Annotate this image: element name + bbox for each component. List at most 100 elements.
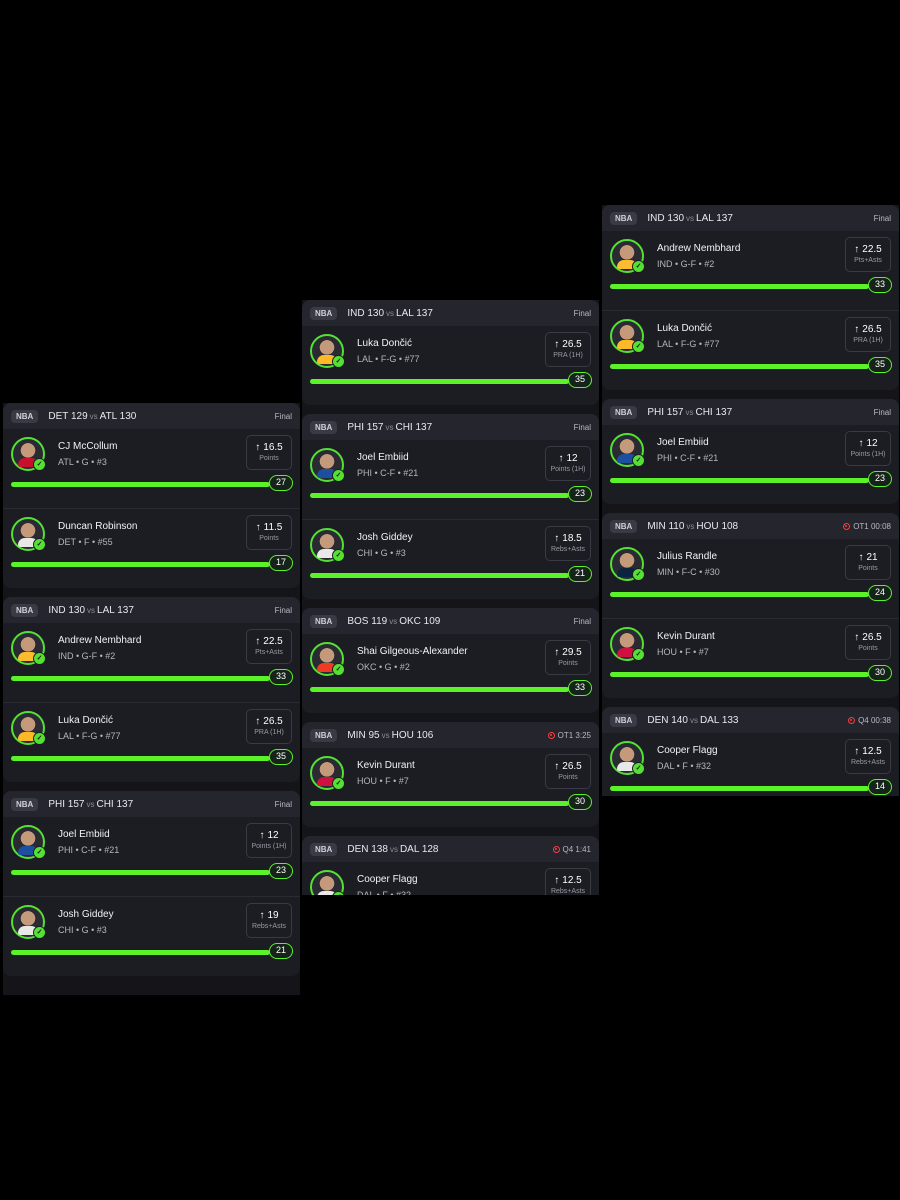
actual-stat-badge: 23: [868, 471, 892, 487]
game-card[interactable]: NBA PHI 157 vs CHI 137 Final ✓ Joel Embiid PHI …: [602, 399, 899, 504]
projection-box[interactable]: ↑ 29.5 Points: [545, 640, 591, 675]
projection-box[interactable]: ↑ 22.5 Pts+Asts: [845, 237, 891, 272]
jersey-shape: [317, 469, 337, 478]
projection-box[interactable]: ↑ 26.5 Points: [545, 754, 591, 789]
game-card[interactable]: NBA IND 130 vs LAL 137 Final ✓ Luka Dončić LAL …: [302, 300, 599, 405]
away-team: DEN: [647, 714, 669, 726]
projection-box[interactable]: ↑ 26.5 PRA (1H): [845, 317, 891, 352]
projection-box[interactable]: ↑ 26.5 PRA (1H): [246, 709, 292, 744]
vs-label: vs: [385, 422, 394, 432]
away-score: 129: [70, 410, 88, 422]
projection-box[interactable]: ↑ 12 Points (1H): [246, 823, 292, 858]
game-status: Q4 1:41: [552, 845, 591, 854]
game-card[interactable]: NBA BOS 119 vs OKC 109 Final ✓ Shai Gilgeous-A…: [302, 608, 599, 713]
projection-box[interactable]: ↑ 12.5 Rebs+Asts: [545, 868, 591, 895]
pick-row[interactable]: ✓ Joel Embiid PHI • C-F • #21 ↑ 12 Points (1H…: [3, 817, 300, 897]
pick-row[interactable]: ✓ Joel Embiid PHI • C-F • #21 ↑ 12 Points (1H…: [602, 425, 899, 504]
pick-row[interactable]: ✓ Shai Gilgeous-Alexander OKC • G • #2 ↑ 29.…: [302, 634, 599, 713]
progress-bar: [11, 756, 270, 761]
arrow-up-icon: ↑: [259, 910, 265, 921]
pick-row[interactable]: ✓ CJ McCollum ATL • G • #3 ↑ 16.5 Points 27: [3, 429, 300, 509]
pick-row[interactable]: ✓ Kevin Durant HOU • F • #7 ↑ 26.5 Points 30: [302, 748, 599, 827]
projection-box[interactable]: ↑ 18.5 Rebs+Asts: [545, 526, 591, 561]
pick-row[interactable]: ✓ Josh Giddey CHI • G • #3 ↑ 19 Rebs+Asts 21: [3, 897, 300, 976]
away-team: IND: [647, 212, 665, 224]
pick-row[interactable]: ✓ Julius Randle MIN • F-C • #30 ↑ 21 Points 24: [602, 539, 899, 619]
progress-fill: [310, 687, 569, 692]
check-icon: ✓: [33, 926, 46, 939]
home-score: 137: [715, 406, 733, 418]
pick-row[interactable]: ✓ Kevin Durant HOU • F • #7 ↑ 26.5 Points 30: [602, 619, 899, 698]
game-card[interactable]: NBA MIN 95 vs HOU 106 OT1 3:25 ✓ Kevin Durant H…: [302, 722, 599, 827]
pick-row[interactable]: ✓ Luka Dončić LAL • F-G • #77 ↑ 26.5 PRA (1H)…: [3, 703, 300, 782]
game-card[interactable]: NBA DEN 140 vs DAL 133 Q4 00:38 ✓ Cooper Flagg…: [602, 707, 899, 796]
matchup: PHI 157 vs CHI 137: [347, 422, 432, 433]
projection-box[interactable]: ↑ 19 Rebs+Asts: [246, 903, 292, 938]
game-card[interactable]: NBA MIN 110 vs HOU 108 OT1 00:08 ✓ Julius Rand…: [602, 513, 899, 698]
pick-row[interactable]: ✓ Josh Giddey CHI • G • #3 ↑ 18.5 Rebs+Asts 21: [302, 520, 599, 599]
line-value: 19: [267, 910, 279, 921]
progress-fill: [310, 379, 569, 384]
projection-box[interactable]: ↑ 11.5 Points: [246, 515, 292, 550]
game-card[interactable]: NBA IND 130 vs LAL 137 Final ✓ Andrew Nembhard…: [3, 597, 300, 782]
game-card[interactable]: NBA PHI 157 vs CHI 137 Final ✓ Joel Embiid PHI …: [302, 414, 599, 599]
game-card[interactable]: NBA DET 129 vs ATL 130 Final ✓ CJ McCollum ATL …: [3, 403, 300, 588]
jersey-shape: [18, 538, 38, 547]
player-info: LAL • F-G • #77: [357, 354, 420, 364]
away-team: PHI: [647, 406, 665, 418]
actual-stat-badge: 33: [269, 669, 293, 685]
game-card[interactable]: NBA PHI 157 vs CHI 137 Final ✓ Joel Embiid PHI …: [3, 791, 300, 976]
league-badge: NBA: [310, 614, 338, 628]
home-score: 130: [119, 410, 137, 422]
player-name: Luka Dončić: [58, 715, 114, 726]
stat-type: PRA (1H): [853, 337, 883, 344]
player-avatar: ✓: [610, 627, 645, 661]
arrow-up-icon: ↑: [554, 533, 560, 544]
status-text: Final: [274, 605, 292, 615]
player-name: Luka Dončić: [657, 323, 713, 334]
line-value: 12: [267, 830, 279, 841]
status-text: Final: [573, 422, 591, 432]
jersey-shape: [18, 458, 38, 467]
pick-row[interactable]: ✓ Cooper Flagg DAL • F • #32 ↑ 12.5 Rebs+Asts…: [602, 733, 899, 796]
projection-box[interactable]: ↑ 12.5 Rebs+Asts: [845, 739, 891, 774]
pick-row[interactable]: ✓ Andrew Nembhard IND • G-F • #2 ↑ 22.5 Pts+A…: [602, 231, 899, 311]
projection-line: ↑ 26.5: [247, 716, 291, 727]
away-score: 130: [68, 604, 86, 616]
projection-box[interactable]: ↑ 26.5 PRA (1H): [545, 332, 591, 367]
pick-row[interactable]: ✓ Andrew Nembhard IND • G-F • #2 ↑ 22.5 Pts+A…: [3, 623, 300, 703]
projection-line: ↑ 12: [546, 453, 590, 464]
stat-type: Points (1H): [850, 451, 886, 458]
projection-box[interactable]: ↑ 22.5 Pts+Asts: [246, 629, 292, 664]
vs-label: vs: [389, 616, 398, 626]
league-badge: NBA: [610, 211, 638, 225]
check-icon: ✓: [632, 762, 645, 775]
pick-row[interactable]: ✓ Joel Embiid PHI • C-F • #21 ↑ 12 Points (1H…: [302, 440, 599, 520]
projection-box[interactable]: ↑ 12 Points (1H): [545, 446, 591, 481]
player-avatar: ✓: [310, 870, 345, 895]
projection-box[interactable]: ↑ 12 Points (1H): [845, 431, 891, 466]
projection-box[interactable]: ↑ 26.5 Points: [845, 625, 891, 660]
game-card[interactable]: NBA IND 130 vs LAL 137 Final ✓ Andrew Nembhard…: [602, 205, 899, 390]
pick-row[interactable]: ✓ Cooper Flagg DAL • F • #32 ↑12.5 Rebs+Asts: [302, 862, 599, 895]
pick-row[interactable]: ✓ Luka Dončić LAL • F-G • #77 ↑ 26.5 PRA (1H)…: [602, 311, 899, 390]
arrow-up-icon: ↑: [255, 636, 261, 647]
line-value: 26.5: [562, 761, 582, 772]
game-header: NBA PHI 157 vs CHI 137 Final: [302, 414, 599, 440]
away-score: 130: [367, 307, 385, 319]
away-team: IND: [347, 307, 365, 319]
check-icon: ✓: [632, 648, 645, 661]
game-status: Final: [574, 309, 591, 318]
stat-type: Points: [858, 565, 878, 572]
player-avatar: ✓: [610, 433, 645, 467]
line-value: 26.5: [862, 324, 882, 335]
projection-box[interactable]: ↑ 16.5 Points: [246, 435, 292, 470]
pick-row[interactable]: ✓ Luka Dončić LAL • F-G • #77 ↑ 26.5 PRA (1H)…: [302, 326, 599, 405]
check-icon: ✓: [332, 891, 345, 895]
game-header: NBA BOS 119 vs OKC 109 Final: [302, 608, 599, 634]
projection-box[interactable]: ↑ 21 Points: [845, 545, 891, 580]
progress-fill: [11, 756, 270, 761]
pick-row[interactable]: ✓ Duncan Robinson DET • F • #55 ↑ 11.5 Points…: [3, 509, 300, 588]
check-icon: ✓: [632, 260, 645, 273]
